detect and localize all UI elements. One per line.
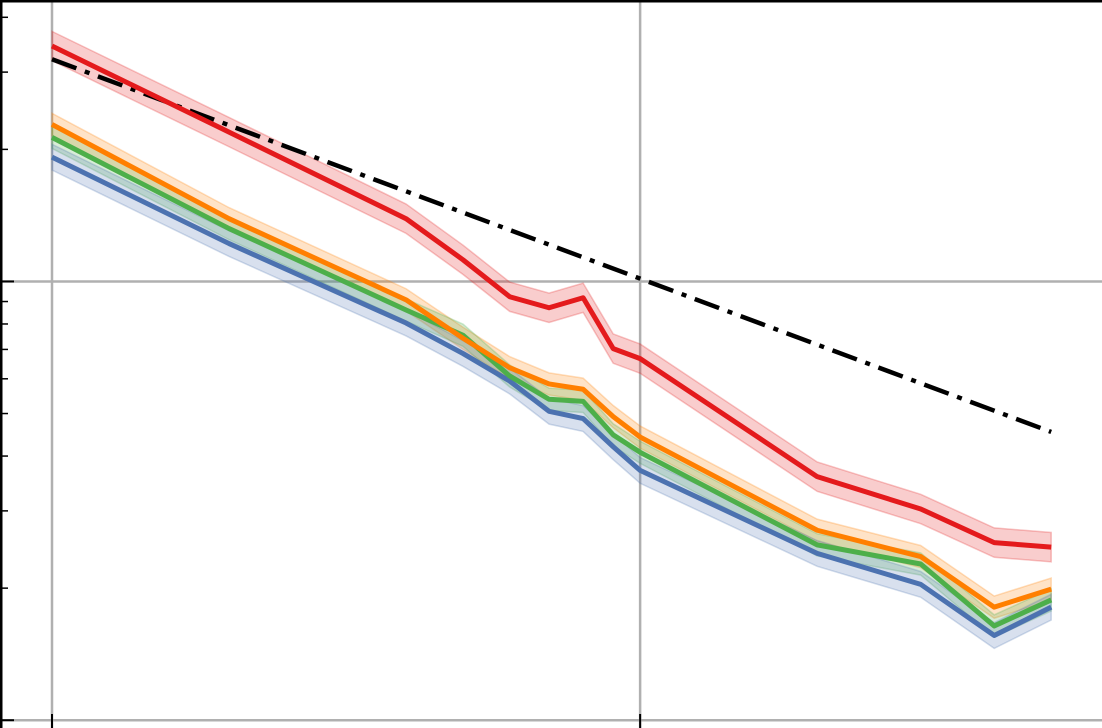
confidence-band-red (51, 30, 1052, 563)
confidence-band-orange (51, 112, 1052, 620)
reference-line (51, 57, 1052, 435)
confidence-band-blue (51, 143, 1052, 650)
